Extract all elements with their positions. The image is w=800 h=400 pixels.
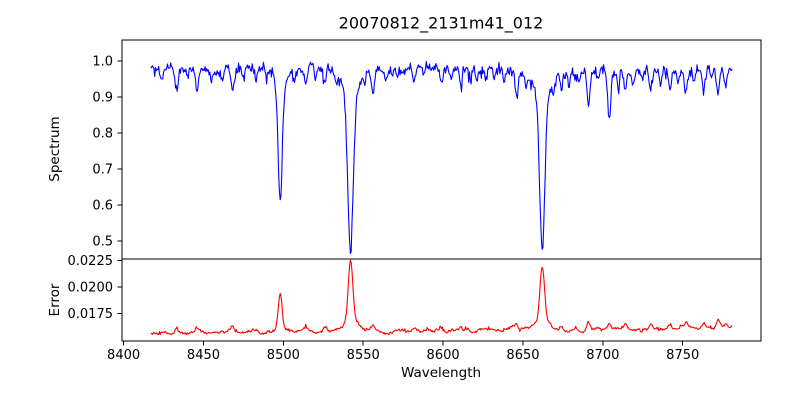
- error-y-tick-label-0.0225: 0.0225: [68, 254, 114, 269]
- x-tick-label-8400: 8400: [107, 348, 140, 363]
- spectrum-curve: [150, 61, 733, 255]
- error-y-tick-label-0.0175: 0.0175: [68, 307, 114, 322]
- x-axis-label: Wavelength: [400, 365, 482, 381]
- x-tick-label-8600: 8600: [427, 348, 460, 363]
- x-tick-label-8500: 8500: [267, 348, 300, 363]
- spectrum-y-tick-label-0.9: 0.9: [92, 91, 113, 106]
- x-tick-label-8750: 8750: [666, 348, 699, 363]
- x-tick-label-8700: 8700: [586, 348, 619, 363]
- x-tick-label-8550: 8550: [347, 348, 380, 363]
- spectrum-y-tick-label-0.6: 0.6: [92, 199, 113, 214]
- error-curve: [150, 259, 733, 336]
- spectrum-y-tick-label-1.0: 1.0: [92, 55, 113, 70]
- error-y-tick-label-0.0200: 0.0200: [68, 281, 114, 296]
- spectrum-y-tick-label-0.5: 0.5: [92, 235, 113, 250]
- chart-title: 20070812_2131m41_012: [338, 13, 544, 33]
- y-axis-label-error: Error: [47, 283, 63, 317]
- spectrum-y-tick-label-0.8: 0.8: [92, 127, 113, 142]
- error-panel-border: [121, 258, 762, 342]
- x-tick-label-8450: 8450: [187, 348, 220, 363]
- spectrum-y-tick-label-0.7: 0.7: [92, 163, 113, 178]
- x-tick-label-8650: 8650: [506, 348, 539, 363]
- y-axis-label-spectrum: Spectrum: [47, 116, 63, 182]
